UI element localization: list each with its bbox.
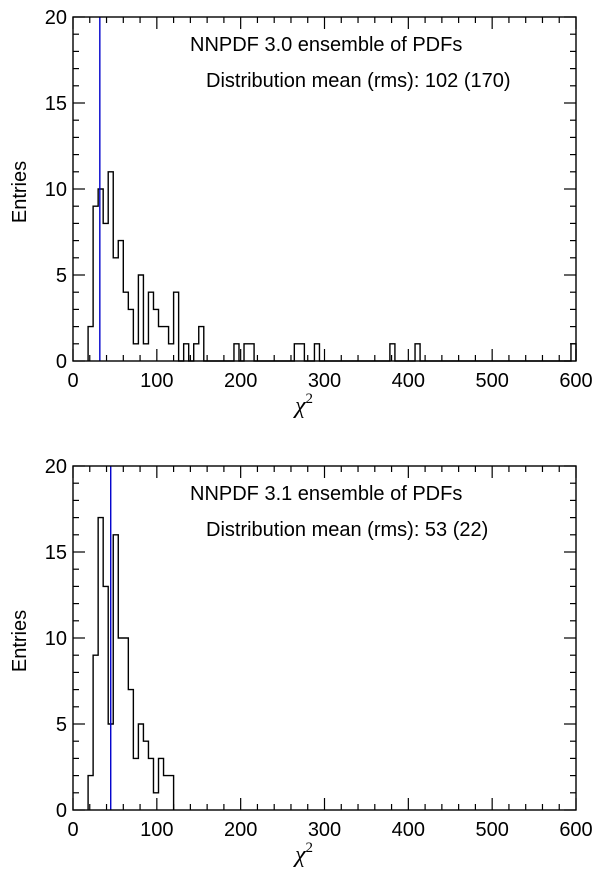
mean-rms-label: Distribution mean (rms): 53 (22)	[206, 519, 488, 541]
histogram-bin-21	[194, 344, 199, 361]
y-tick-label: 20	[45, 456, 67, 478]
histogram-bin-22	[199, 327, 204, 361]
histogram-bin-6	[118, 241, 123, 361]
histogram-series	[87, 171, 577, 362]
histogram-bin-12	[148, 758, 153, 810]
x-tick-label: 400	[392, 370, 425, 392]
histogram-bin-13	[153, 309, 158, 361]
histogram-bin-9	[133, 758, 138, 810]
x-tick-label: 400	[392, 819, 425, 841]
histogram-bin-5	[113, 535, 118, 810]
histogram-bin-9	[133, 344, 138, 361]
histogram-series	[87, 516, 175, 810]
chart-panel-2: 0 100 200 300 400 500 600 0 5 10 15 20 Entries χ2 NNPD…	[9, 456, 593, 868]
histogram-bin-2	[98, 189, 103, 361]
x-tick-label: 200	[224, 819, 257, 841]
histogram-bin-32	[314, 344, 319, 361]
histogram-bin-14	[159, 758, 164, 810]
x-tick-label: 0	[67, 819, 78, 841]
y-axis-title: Entries	[9, 610, 31, 672]
histogram-bin-36	[415, 344, 420, 361]
histogram-bin-13	[153, 793, 158, 810]
y-axis-title: Entries	[9, 161, 31, 223]
histogram-bin-0	[88, 776, 93, 810]
x-axis-exponent: 2	[306, 840, 314, 856]
histogram-bin-12	[148, 292, 153, 361]
histogram-bin-1	[93, 655, 98, 810]
histogram-bin-30	[299, 344, 304, 361]
x-axis-symbol: χ	[293, 842, 307, 868]
y-tick-label: 15	[45, 93, 67, 115]
histogram-bin-3	[103, 586, 108, 810]
x-tick-label: 600	[559, 370, 592, 392]
x-tick-label: 500	[475, 819, 508, 841]
histogram-bin-15	[164, 327, 169, 361]
histogram-bin-2	[98, 518, 103, 810]
x-tick-label: 200	[224, 370, 257, 392]
x-tick-label: 100	[140, 819, 173, 841]
histogram-bin-3	[103, 223, 108, 361]
histogram-bin-1	[93, 206, 98, 361]
histogram-bin-34	[390, 344, 395, 361]
histogram-bin-4	[108, 172, 113, 361]
histogram-bin-16	[169, 344, 174, 361]
histogram-bin-10	[138, 275, 143, 361]
x-tick-label: 300	[308, 819, 341, 841]
histogram-bin-19	[184, 344, 189, 361]
histogram-bin-0	[88, 327, 93, 361]
histogram-bin-10	[138, 724, 143, 810]
x-tick-label: 300	[308, 370, 341, 392]
y-tick-label: 10	[45, 628, 67, 650]
ensemble-label: NNPDF 3.1 ensemble of PDFs	[190, 483, 462, 505]
histogram-bin-6	[118, 638, 123, 810]
x-axis-symbol: χ	[293, 393, 307, 419]
mean-rms-label: Distribution mean (rms): 102 (170)	[206, 70, 511, 92]
histogram-bin-16	[169, 776, 174, 810]
histogram-bin-38	[571, 344, 576, 361]
chart-panel-1: 0 100 200 300 400 500 600 0 5 10 15 20 Entries χ2 NNPD…	[9, 7, 593, 419]
histogram-bin-27	[249, 344, 254, 361]
histogram-bin-8	[128, 690, 133, 810]
x-tick-label: 0	[67, 370, 78, 392]
x-tick-label: 600	[559, 819, 592, 841]
y-tick-label: 5	[56, 265, 67, 287]
histogram-bin-5	[113, 258, 118, 361]
x-tick-label: 100	[140, 370, 173, 392]
y-tick-label: 20	[45, 7, 67, 29]
x-axis-title: χ2	[293, 391, 313, 419]
histogram-bin-17	[174, 292, 179, 361]
y-tick-label: 10	[45, 179, 67, 201]
x-axis-exponent: 2	[306, 391, 314, 407]
histogram-bin-29	[294, 344, 299, 361]
y-tick-label: 5	[56, 714, 67, 736]
histogram-bin-8	[128, 309, 133, 361]
histogram-bin-11	[143, 344, 148, 361]
y-tick-label: 15	[45, 542, 67, 564]
histogram-bin-24	[234, 344, 239, 361]
histogram-bin-7	[123, 638, 128, 810]
histogram-bin-14	[159, 327, 164, 361]
y-tick-label: 0	[56, 351, 67, 373]
histogram-bin-15	[164, 776, 169, 810]
x-axis-title: χ2	[293, 840, 313, 868]
y-tick-label: 0	[56, 800, 67, 822]
histogram-bin-7	[123, 292, 128, 361]
histogram-bin-11	[143, 741, 148, 810]
histogram-bin-26	[244, 344, 249, 361]
x-tick-label: 500	[475, 370, 508, 392]
ensemble-label: NNPDF 3.0 ensemble of PDFs	[190, 34, 462, 56]
